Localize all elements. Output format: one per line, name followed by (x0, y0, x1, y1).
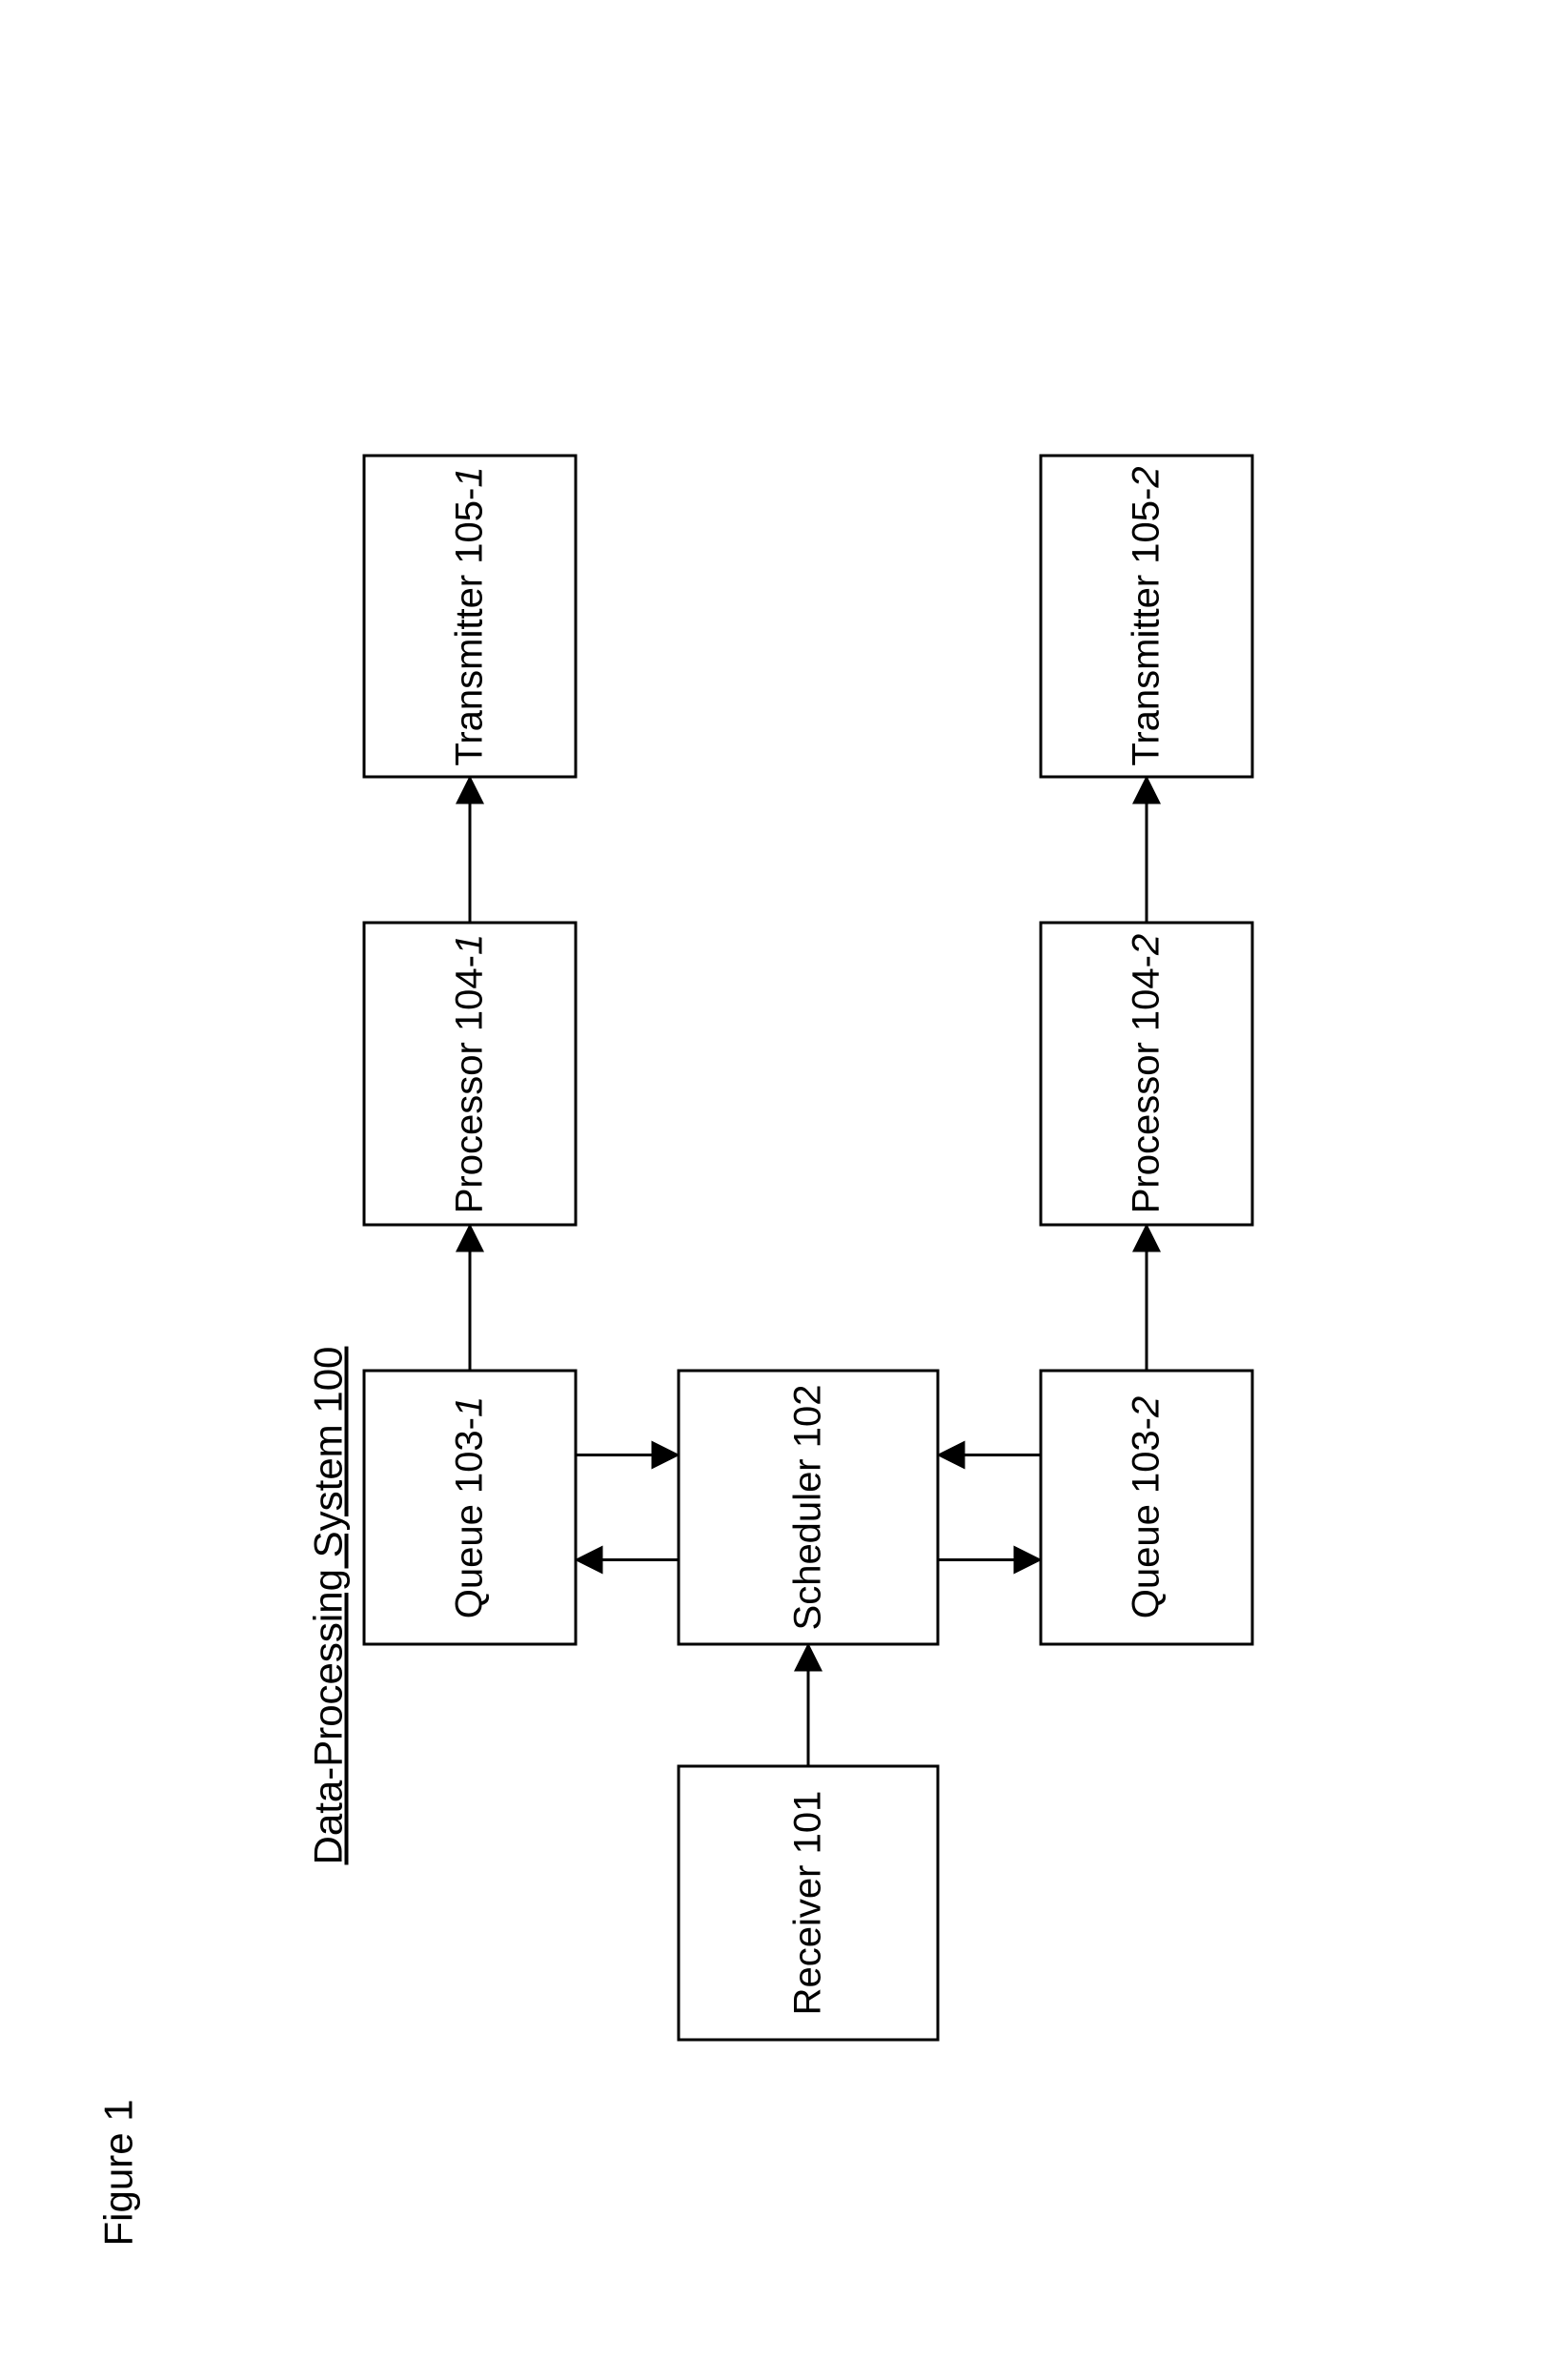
node-transmitter-1: Transmitter 105-1 (362, 455, 577, 779)
node-scheduler: Scheduler 102 (677, 1370, 939, 1646)
node-queue-2: Queue 103-2 (1039, 1370, 1253, 1646)
node-receiver: Receiver 101 (677, 1765, 939, 2042)
system-title: Data-Processing System 100 (305, 1347, 351, 1865)
node-processor-1: Processor 104-1 (362, 922, 577, 1227)
diagram-container: Figure 1 Data-Processing System 100 Rece… (0, 1, 1564, 2380)
node-transmitter-2: Transmitter 105-2 (1039, 455, 1253, 779)
figure-label: Figure 1 (95, 2099, 141, 2246)
node-queue-1: Queue 103-1 (362, 1370, 577, 1646)
node-processor-2: Processor 104-2 (1039, 922, 1253, 1227)
